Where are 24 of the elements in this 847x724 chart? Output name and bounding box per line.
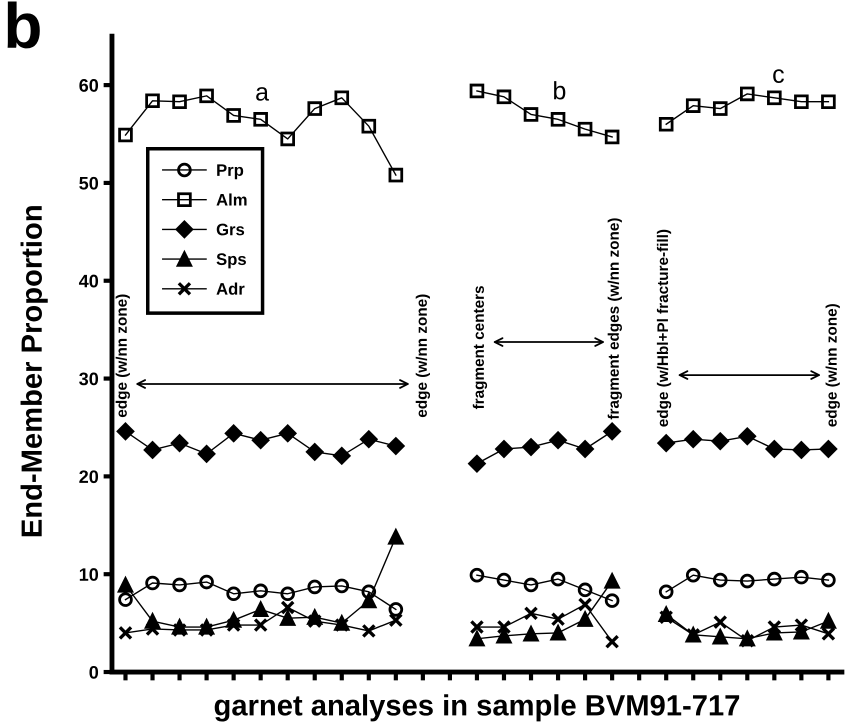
legend-label: Adr [216,282,245,295]
legend-label: Prp [217,164,244,180]
annotation: edge (w/nn zone) [416,294,430,418]
annotation: edge (w/nn zone) [116,294,130,418]
annotation: c [773,69,784,83]
y-tick-label: 10 [80,568,98,581]
y-tick-label: 30 [79,372,98,386]
y-tick-label: 50 [79,176,98,190]
y-tick-label: 0 [89,666,98,679]
y-tick-label: 60 [79,79,98,92]
annotation: b [554,81,566,100]
annotation: fragment centers [472,286,488,410]
legend-label: Grs [216,224,244,236]
y-axis-title: End-Member Proportion [20,206,48,536]
legend-label: Sps [216,253,246,268]
legend-label: Alm [216,193,247,206]
y-tick-label: 40 [78,274,98,288]
annotation: a [256,87,269,101]
annotation: fragment edges (w/nn zone) [608,218,622,420]
x-axis-title: garnet analyses in sample BVM91-717 [214,694,740,722]
annotation: edge (w/nn zone) [826,304,840,427]
chart-title: b [8,1,40,48]
y-tick-label: 20 [79,470,98,484]
annotation: edge (w/Hbl+Pl fracture-fill) [656,230,672,427]
